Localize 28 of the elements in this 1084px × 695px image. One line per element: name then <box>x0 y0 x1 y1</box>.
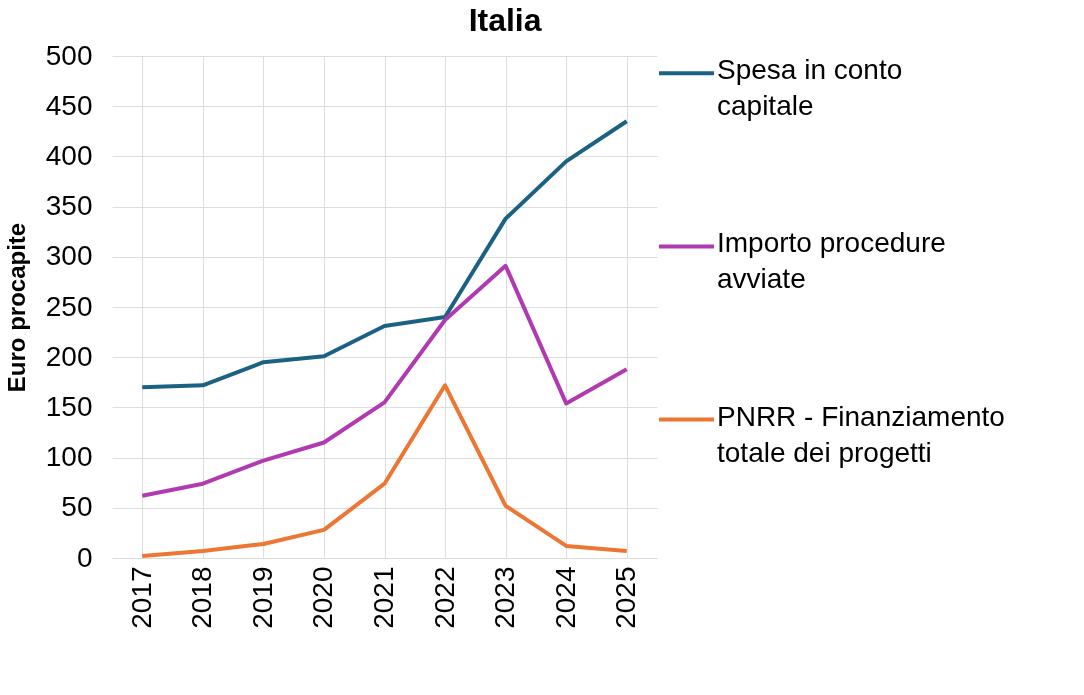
y-tick-label: 200 <box>45 340 93 372</box>
x-tick-label: 2022 <box>428 566 460 629</box>
y-tick-label: 250 <box>45 290 93 322</box>
y-tick-label: 100 <box>45 441 93 473</box>
x-tick-label: 2025 <box>610 566 642 629</box>
x-tick-label: 2020 <box>307 566 339 629</box>
x-tick-label: 2021 <box>368 566 399 629</box>
line-series <box>140 263 629 498</box>
y-tick-label: 50 <box>61 491 93 523</box>
y-tick-label: 500 <box>45 39 93 71</box>
line-series <box>140 383 629 558</box>
x-tick-label: 2024 <box>549 566 581 629</box>
y-tick-label: 300 <box>45 240 93 272</box>
y-tick-label: 400 <box>45 139 93 171</box>
line-series <box>140 119 629 390</box>
x-tick-label: 2019 <box>246 566 278 629</box>
y-tick-label: 150 <box>45 390 93 422</box>
y-tick-label: 0 <box>76 541 93 573</box>
x-tick-label: 2018 <box>186 566 218 629</box>
x-tick-label: 2023 <box>489 566 521 629</box>
y-axis-title: Euro procapite <box>2 222 30 393</box>
y-tick-label: 450 <box>45 89 93 121</box>
legend-label: Spesa in conto capitale <box>717 54 903 122</box>
legend-label: Importo procedure avviate <box>717 227 946 295</box>
legend-label: PNRR - Finanziamento totale dei progetti <box>717 400 1005 468</box>
x-tick-label: 2017 <box>125 566 157 629</box>
chart-title: Italia <box>468 2 542 38</box>
y-tick-label: 350 <box>45 190 93 222</box>
